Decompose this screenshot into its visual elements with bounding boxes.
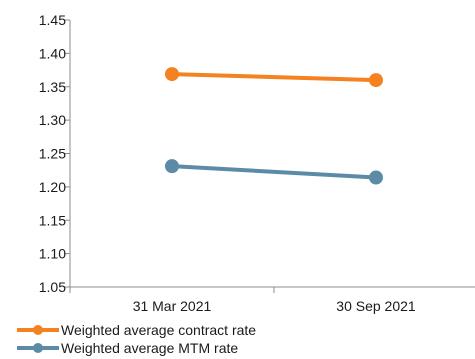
x-tick-label: 31 Mar 2021 xyxy=(133,298,212,314)
y-tick-label: 1.35 xyxy=(39,79,66,95)
series-line-1 xyxy=(170,164,378,180)
legend-swatch-marker xyxy=(33,343,43,353)
data-point xyxy=(369,170,383,185)
y-tick-label: 1.25 xyxy=(39,146,66,162)
y-tick-label: 1.20 xyxy=(39,179,66,195)
y-tick-label: 1.40 xyxy=(39,45,66,61)
y-axis: 1.05 1.10 1.15 1.20 1.25 1.30 1.35 1.40 1.45 xyxy=(39,12,71,295)
x-tick-label: 30 Sep 2021 xyxy=(336,298,416,314)
y-tick-label: 1.30 xyxy=(39,112,66,128)
legend-label: Weighted average contract rate xyxy=(61,322,256,338)
y-tick-label: 1.10 xyxy=(39,246,66,262)
x-axis: 31 Mar 2021 30 Sep 2021 xyxy=(69,286,475,314)
series-line-0 xyxy=(170,72,378,83)
legend-label: Weighted average MTM rate xyxy=(61,340,238,356)
y-tick-label: 1.05 xyxy=(39,279,66,295)
data-point xyxy=(369,73,383,88)
data-point xyxy=(165,67,179,82)
legend: Weighted average contract rate Weighted a… xyxy=(17,322,256,356)
series-lines xyxy=(165,67,383,185)
legend-swatch-marker xyxy=(33,325,43,335)
y-tick-label: 1.45 xyxy=(39,12,66,28)
y-tick-label: 1.15 xyxy=(39,212,66,228)
data-point xyxy=(165,159,179,174)
